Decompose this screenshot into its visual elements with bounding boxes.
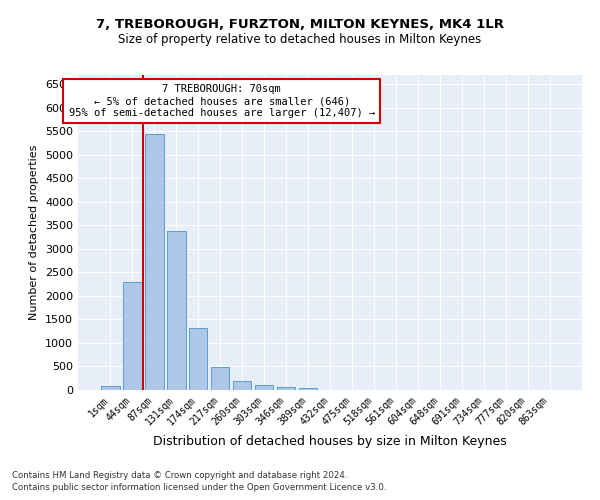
Bar: [277, 387, 295, 390]
Bar: [233, 380, 251, 390]
Bar: [299, 388, 317, 390]
Text: Size of property relative to detached houses in Milton Keynes: Size of property relative to detached ho…: [118, 32, 482, 46]
Bar: [167, 230, 185, 390]
Bar: [189, 328, 208, 390]
Text: 7, TREBOROUGH, FURZTON, MILTON KEYNES, MK4 1LR: 7, TREBOROUGH, FURZTON, MILTON KEYNES, M…: [96, 18, 504, 30]
Bar: [211, 367, 229, 390]
Bar: [145, 134, 164, 390]
X-axis label: Distribution of detached houses by size in Milton Keynes: Distribution of detached houses by size …: [153, 435, 507, 448]
Y-axis label: Number of detached properties: Number of detached properties: [29, 145, 40, 320]
Bar: [255, 386, 274, 390]
Text: Contains public sector information licensed under the Open Government Licence v3: Contains public sector information licen…: [12, 484, 386, 492]
Text: 7 TREBOROUGH: 70sqm
← 5% of detached houses are smaller (646)
95% of semi-detach: 7 TREBOROUGH: 70sqm ← 5% of detached hou…: [68, 84, 375, 117]
Bar: [101, 386, 119, 390]
Bar: [123, 282, 142, 390]
Text: Contains HM Land Registry data © Crown copyright and database right 2024.: Contains HM Land Registry data © Crown c…: [12, 471, 347, 480]
